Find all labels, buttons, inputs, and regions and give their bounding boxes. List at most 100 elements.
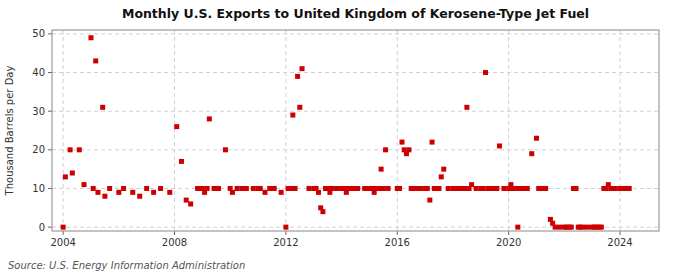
y-tick-label: 0 <box>39 222 45 233</box>
point <box>188 201 193 206</box>
y-tick-label: 50 <box>32 28 45 39</box>
x-grid-line <box>620 30 621 231</box>
point <box>494 186 499 191</box>
point <box>529 151 534 156</box>
y-axis-label: Thousand Barrels per Day <box>4 66 15 197</box>
plot-area <box>52 30 659 231</box>
point <box>437 186 442 191</box>
point <box>88 35 93 40</box>
point <box>430 140 435 145</box>
point <box>212 186 217 191</box>
point <box>608 186 613 191</box>
point <box>355 186 360 191</box>
y-tick <box>48 33 52 34</box>
point <box>441 167 446 172</box>
point <box>379 167 384 172</box>
point <box>70 171 75 176</box>
point <box>82 182 87 187</box>
point <box>251 186 256 191</box>
y-tick <box>48 149 52 150</box>
point <box>179 159 184 164</box>
point <box>307 186 312 191</box>
point <box>497 143 502 148</box>
point <box>446 186 451 191</box>
point <box>244 186 249 191</box>
y-tick-label: 30 <box>32 106 45 117</box>
point <box>95 190 100 195</box>
point <box>158 186 163 191</box>
point <box>121 186 126 191</box>
point <box>334 186 339 191</box>
point <box>376 186 381 191</box>
point <box>513 186 518 191</box>
point <box>553 225 558 230</box>
point <box>102 194 107 199</box>
point <box>483 70 488 75</box>
point <box>469 182 474 187</box>
point <box>534 136 539 141</box>
point <box>77 147 82 152</box>
point <box>116 190 121 195</box>
point <box>235 186 240 191</box>
x-grid-line <box>174 30 175 231</box>
title: Monthly U.S. Exports to United Kingdom o… <box>122 6 589 21</box>
point <box>613 186 618 191</box>
x-tick <box>174 231 175 235</box>
point <box>346 186 351 191</box>
plot-frame <box>52 30 659 231</box>
point <box>525 186 530 191</box>
point <box>63 174 68 179</box>
point <box>263 190 268 195</box>
x-tick-label: 2012 <box>273 237 298 248</box>
point <box>462 186 467 191</box>
point <box>536 186 541 191</box>
point <box>320 209 325 214</box>
point <box>474 186 479 191</box>
y-grid-line <box>52 111 659 112</box>
point <box>130 190 135 195</box>
x-tick-label: 2008 <box>162 237 187 248</box>
point <box>258 186 263 191</box>
point <box>386 186 391 191</box>
point <box>501 186 506 191</box>
point <box>107 186 112 191</box>
point <box>279 190 284 195</box>
x-tick <box>508 231 509 235</box>
point <box>585 225 590 230</box>
x-tick-label: 2020 <box>496 237 521 248</box>
point <box>330 186 335 191</box>
x-tick <box>285 231 286 235</box>
y-tick <box>48 111 52 112</box>
point <box>300 66 305 71</box>
point <box>216 186 221 191</box>
points <box>61 35 632 229</box>
x-tick <box>397 231 398 235</box>
point <box>580 225 585 230</box>
point <box>267 186 272 191</box>
chart: 01020304050200420082012201620202024Month… <box>0 0 675 275</box>
y-tick <box>48 72 52 73</box>
point <box>230 190 235 195</box>
y-grid-line <box>52 149 659 150</box>
x-tick <box>63 231 64 235</box>
point <box>399 140 404 145</box>
point <box>383 147 388 152</box>
axes: 01020304050200420082012201620202024 <box>32 28 659 248</box>
point <box>418 186 423 191</box>
point <box>425 186 430 191</box>
point <box>515 225 520 230</box>
point <box>362 186 367 191</box>
point <box>569 225 574 230</box>
point <box>406 147 411 152</box>
x-tick-label: 2004 <box>50 237 75 248</box>
point <box>397 186 402 191</box>
point <box>205 186 210 191</box>
grid <box>52 30 659 231</box>
point <box>290 113 295 118</box>
y-tick-label: 40 <box>32 67 45 78</box>
point <box>293 186 298 191</box>
point <box>223 147 228 152</box>
point <box>464 105 469 110</box>
point <box>174 124 179 129</box>
y-tick-label: 10 <box>32 183 45 194</box>
